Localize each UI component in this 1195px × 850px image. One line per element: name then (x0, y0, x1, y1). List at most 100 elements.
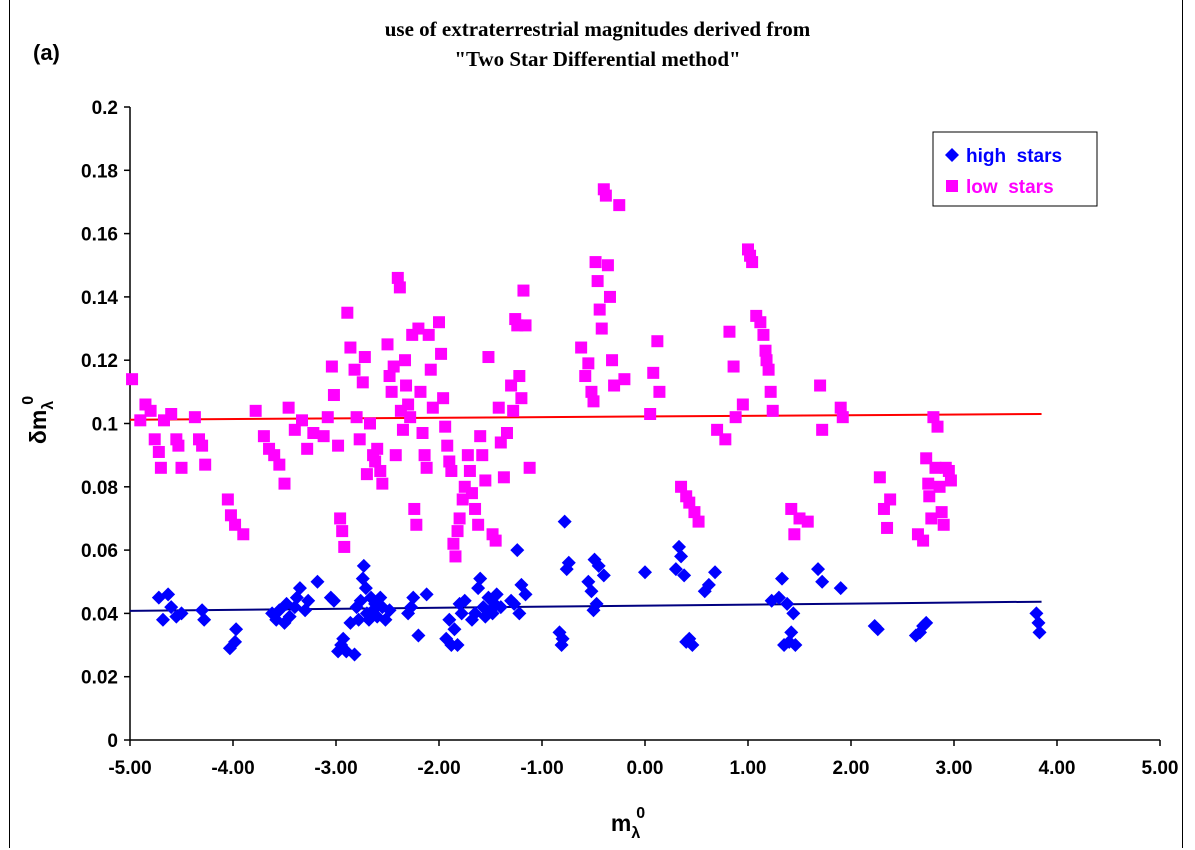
low-star-point (126, 373, 139, 386)
low-star-point (296, 414, 309, 427)
high-star-point (447, 622, 462, 637)
legend: high stars low stars (932, 131, 1098, 207)
low-star-point (461, 449, 474, 462)
high-star-point (450, 638, 465, 653)
low-star-point (814, 379, 827, 392)
low-star-point (608, 379, 621, 392)
trendline-low-stars (129, 413, 1042, 421)
axes: 0 0.02 0.04 0.06 0.08 0.1 0.12 0.14 0.16 0.18 0.2 -… (81, 98, 1178, 779)
low-star-point (221, 493, 234, 506)
low-star-point (727, 360, 740, 373)
high-star-point (493, 600, 508, 615)
low-star-point (760, 354, 773, 367)
low-star-point (144, 404, 157, 417)
low-star-point (472, 518, 485, 531)
low-star-point (836, 411, 849, 424)
low-star-point (420, 461, 433, 474)
low-star-point (341, 306, 354, 319)
low-star-point (338, 540, 351, 553)
low-star-point (766, 404, 779, 417)
low-star-point (358, 351, 371, 364)
high-star-point (677, 568, 692, 583)
legend-label-high-stars: high stars (966, 146, 1062, 167)
low-star-point (418, 449, 431, 462)
high-star-point (507, 596, 522, 611)
low-star-point (237, 528, 250, 541)
high-star-point (356, 558, 371, 573)
low-star-point (463, 464, 476, 477)
high-star-point (685, 638, 700, 653)
low-star-point (523, 461, 536, 474)
low-star-point (816, 423, 829, 436)
low-star-point (376, 477, 389, 490)
high-star-point (228, 634, 243, 649)
high-star-point (708, 565, 723, 580)
low-star-point (500, 426, 513, 439)
low-star-point (273, 458, 286, 471)
low-star-point (356, 376, 369, 389)
high-star-point (638, 565, 652, 580)
x-tick-label: 0.00 (627, 758, 664, 779)
low-star-point (334, 512, 347, 525)
low-star-point (575, 341, 588, 354)
low-star-point (336, 525, 349, 538)
x-axis-title: mλ0 (611, 805, 645, 842)
low-star-point (152, 445, 165, 458)
axis-labels: mλ0 δmλ0 (20, 396, 645, 842)
y-tick-label: 0.1 (92, 415, 119, 436)
low-star-point (593, 303, 606, 316)
low-star-point (229, 518, 242, 531)
high-star-point (404, 600, 419, 615)
high-star-point (411, 628, 426, 643)
high-star-point (811, 562, 826, 577)
low-star-point (591, 275, 604, 288)
high-star-point (674, 549, 689, 564)
low-star-point (426, 401, 439, 414)
high-star-point (671, 539, 686, 554)
high-star-point (870, 622, 885, 637)
high-star-point (1031, 615, 1046, 630)
low-star-point (224, 509, 237, 522)
high-star-point (1029, 606, 1044, 621)
x-tick-label: 4.00 (1039, 758, 1076, 779)
low-star-point (579, 370, 592, 383)
low-star-point (249, 404, 262, 417)
high-star-point (406, 590, 421, 605)
high-star-point (468, 606, 483, 621)
low-star-point (613, 199, 626, 212)
low-star-point (736, 398, 749, 411)
low-star-point (754, 316, 767, 329)
high-star-point (282, 609, 297, 624)
high-star-point (815, 574, 830, 589)
low-star-point (196, 439, 209, 452)
low-star-point (404, 411, 417, 424)
low-star-point (929, 461, 942, 474)
low-star-point (834, 401, 847, 414)
low-star-point (683, 496, 696, 509)
high-star-point (771, 590, 786, 605)
low-star-point (134, 414, 147, 427)
high-star-point (786, 606, 801, 621)
high-star-point (788, 638, 803, 653)
low-star-point (884, 493, 897, 506)
data-points (126, 183, 1047, 662)
x-tick-label: 2.00 (833, 758, 870, 779)
high-star-point (489, 587, 504, 602)
low-star-point (148, 433, 161, 446)
low-star-point (416, 426, 429, 439)
low-star-point (172, 439, 185, 452)
low-star-point (414, 385, 427, 398)
low-star-point (476, 449, 489, 462)
high-star-point (512, 606, 527, 621)
high-star-point (784, 625, 799, 640)
high-star-point (701, 577, 716, 592)
high-star-point (774, 571, 789, 586)
low-star-point (801, 515, 814, 528)
low-star-point (321, 411, 334, 424)
high-star-point (419, 587, 434, 602)
low-star-point (441, 439, 454, 452)
low-star-point (385, 385, 398, 398)
low-star-point (435, 347, 448, 360)
low-star-point (393, 281, 406, 294)
low-star-point (257, 430, 270, 443)
